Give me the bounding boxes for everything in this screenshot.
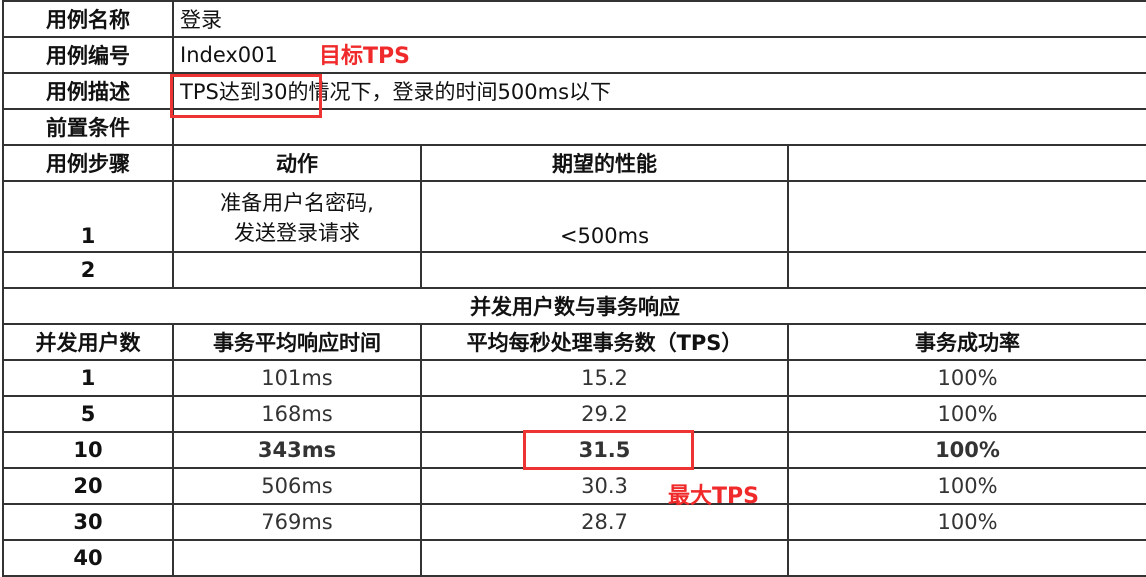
step-expected: <500ms	[420, 180, 789, 253]
row-precondition: 前置条件	[2, 108, 1146, 146]
results-header-row: 并发用户数 事务平均响应时间 平均每秒处理事务数（TPS） 事务成功率	[2, 323, 1146, 361]
label-steps: 用例步骤	[2, 144, 174, 182]
result-row: 40	[2, 539, 1146, 577]
step-expected	[420, 251, 789, 289]
cell-users: 40	[2, 539, 174, 577]
label-case-desc: 用例描述	[2, 72, 174, 110]
header-success-rate: 事务成功率	[786, 323, 1146, 361]
header-concurrent-users: 并发用户数	[2, 323, 174, 361]
cell-users: 30	[2, 503, 174, 541]
header-expected: 期望的性能	[420, 144, 789, 182]
value-case-name: 登录	[171, 0, 1146, 38]
cell-avg-response: 101ms	[172, 359, 422, 397]
empty-cell	[786, 251, 1146, 289]
value-case-desc: TPS达到30的情况下，登录的时间500ms以下	[171, 72, 1146, 110]
result-row: 5 168ms 29.2 100%	[2, 395, 1146, 433]
step-no: 2	[2, 251, 174, 289]
cell-avg-response: 769ms	[172, 503, 422, 541]
label-precondition: 前置条件	[2, 108, 174, 146]
result-row: 20 506ms 30.3 100%	[2, 467, 1146, 505]
label-case-name: 用例名称	[2, 0, 174, 38]
target-tps-annotation: 目标TPS	[319, 44, 410, 69]
cell-users: 10	[2, 431, 174, 469]
result-row: 1 101ms 15.2 100%	[2, 359, 1146, 397]
cell-users: 5	[2, 395, 174, 433]
section-title: 并发用户数与事务响应	[1, 287, 1146, 325]
result-row: 30 769ms 28.7 100%	[2, 503, 1146, 541]
step-action-line: 准备用户名密码,	[220, 191, 374, 215]
cell-avg-response: 343ms	[172, 431, 422, 469]
row-case-id: 用例编号 Index001	[2, 36, 1146, 74]
empty-cell	[786, 144, 1146, 182]
max-tps-highlight-box	[523, 430, 694, 470]
cell-avg-response: 506ms	[172, 467, 422, 505]
step-row: 1 准备用户名密码, 发送登录请求 <500ms	[2, 180, 1146, 253]
empty-cell	[786, 180, 1146, 253]
value-precondition	[171, 108, 1146, 146]
row-section-title: 并发用户数与事务响应	[1, 287, 1146, 325]
cell-tps: 28.7	[420, 503, 789, 541]
cell-success-rate	[786, 539, 1146, 577]
label-case-id: 用例编号	[2, 36, 174, 74]
step-row: 2	[2, 251, 1146, 289]
header-action: 动作	[172, 144, 422, 182]
header-avg-response: 事务平均响应时间	[172, 323, 422, 361]
row-steps-header: 用例步骤 动作 期望的性能	[2, 144, 1146, 182]
step-action: 准备用户名密码, 发送登录请求	[172, 180, 422, 253]
cell-success-rate: 100%	[786, 503, 1146, 541]
cell-users: 1	[2, 359, 174, 397]
cell-tps	[420, 539, 789, 577]
step-action-line: 发送登录请求	[234, 221, 360, 245]
value-case-id: Index001	[171, 36, 1146, 74]
cell-success-rate: 100%	[786, 395, 1146, 433]
cell-users: 20	[2, 467, 174, 505]
row-case-desc: 用例描述 TPS达到30的情况下，登录的时间500ms以下	[2, 72, 1146, 110]
cell-avg-response	[172, 539, 422, 577]
max-tps-annotation: 最大TPS	[668, 484, 759, 509]
target-tps-highlight-box	[170, 74, 322, 118]
step-action	[172, 251, 422, 289]
cell-tps: 29.2	[420, 395, 789, 433]
cell-avg-response: 168ms	[172, 395, 422, 433]
cell-success-rate: 100%	[786, 467, 1146, 505]
cell-success-rate: 100%	[786, 431, 1146, 469]
cell-tps: 31.5	[420, 431, 789, 469]
result-row: 10 343ms 31.5 100%	[2, 431, 1146, 469]
step-no: 1	[2, 180, 174, 253]
cell-success-rate: 100%	[786, 359, 1146, 397]
row-case-name: 用例名称 登录	[2, 0, 1146, 38]
cell-tps: 15.2	[420, 359, 789, 397]
header-tps: 平均每秒处理事务数（TPS）	[420, 323, 789, 361]
